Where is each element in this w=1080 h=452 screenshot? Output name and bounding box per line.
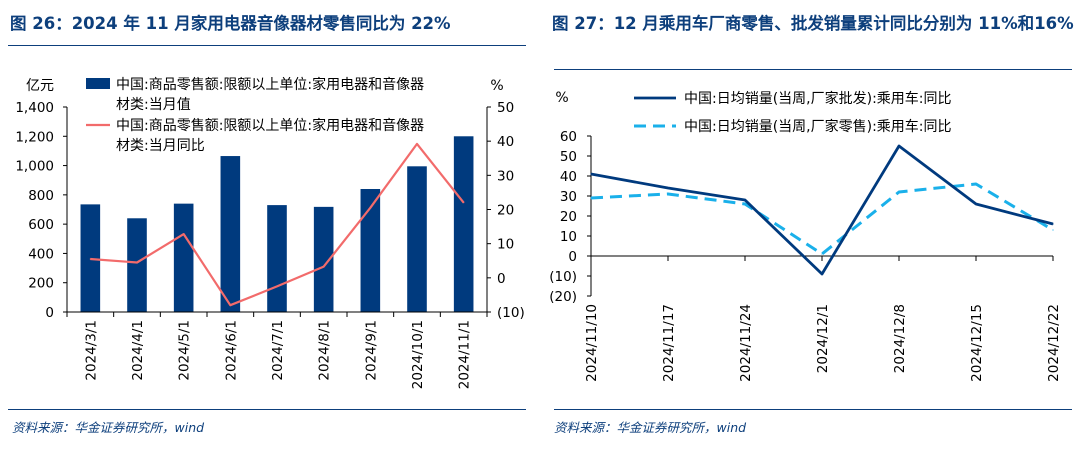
yoy-point [463,202,465,204]
legend-bar-label: 材类:当月值 [116,97,191,113]
x-tick-label: 2024/6/1 [223,320,239,381]
left-y-tick-label: 1,200 [15,129,54,145]
x-tick-label: 2024/12/1 [815,304,831,373]
bar [407,166,427,312]
left-y-tick-label: 1,400 [15,100,54,116]
yoy-point [323,265,325,268]
right-panel: 图 27：12 月乘用车厂商零售、批发销量累计同比分别为 11%和16% % (2… [546,0,1080,452]
right-source: 资料来源：华金证券研究所，wind [554,420,747,435]
yoy-point [369,207,371,209]
y-tick-label: 50 [560,149,577,165]
retail-point [667,193,669,195]
left-y-tick-label: 0 [45,305,54,321]
right-y-tick-label: 10 [497,237,514,253]
y-tick-label: 20 [560,209,577,225]
left-panel: 图 26：2024 年 11 月家用电器音像器材零售同比为 22% 亿元% 0 20… [0,0,535,452]
y-unit: % [555,90,568,106]
x-tick-label: 2024/11/10 [584,304,600,382]
right-y-unit: % [490,78,503,94]
right-y-tick-label: 0 [497,271,506,287]
bar [453,136,474,312]
left-y-tick-label: 200 [28,276,54,292]
right-y-tick-label: 40 [497,134,514,150]
legend-retail-label: 中国:日均销量(当周,厂家零售):乘用车:同比 [684,118,952,135]
bar [80,204,101,312]
x-tick-label: 2024/5/1 [177,320,193,381]
right-y-tick-label: 50 [497,100,514,116]
wholesale-point [975,203,977,205]
x-tick-label: 2024/12/22 [1046,304,1062,382]
legend-line-label: 中国:商品零售额:限额以上单位:家用电器和音像器 [116,117,424,134]
x-tick-label: 2024/8/1 [317,320,333,381]
x-tick-label: 2024/12/15 [969,304,985,382]
x-tick-label: 2024/3/1 [83,320,99,381]
bar [173,203,194,312]
left-chart: 亿元 % 0 200 400 600 800 1,000 1,200 1,400 (10) 0 10 20… [15,76,525,389]
bar [220,156,241,312]
left-y-unit: 亿元 [26,78,54,94]
y-tick-label: 30 [560,189,577,205]
right-top-rule [554,69,1072,70]
left-y-tick-label: 1,000 [15,159,54,175]
left-y-tick-label: 800 [28,188,54,204]
x-tick-label: 2024/11/24 [738,304,754,382]
left-y-tick-label: 400 [28,246,54,262]
x-tick-label: 2024/11/1 [457,320,473,389]
yoy-point [229,304,231,306]
wholesale-point [821,273,823,275]
yoy-point [183,233,185,235]
wholesale-point [1052,223,1054,225]
right-chart: % (20) (10) 0 10 20 30 40 50 60 2024/11/10 2024/11/… [549,90,1062,382]
bar [127,218,147,312]
x-tick-label: 2024/7/1 [270,320,286,381]
bar [313,206,334,312]
legend-bar-label: 中国:商品零售额:限额以上单位:家用电器和音像器 [116,76,424,93]
right-y-tick-label: (10) [497,305,525,321]
wholesale-line [590,144,1054,276]
retail-point [821,253,823,255]
x-tick-label: 2024/10/1 [410,320,426,389]
left-y-tick-label: 600 [28,217,54,233]
x-tick-label: 2024/4/1 [130,320,146,381]
retail-point [975,183,977,185]
yoy-point [276,285,278,287]
y-tick-label: 60 [560,129,577,145]
yoy-point [136,261,138,264]
y-tick-label: (10) [549,269,577,285]
retail-point [898,191,900,193]
bar [267,205,287,312]
legend-line-label: 材类:当月同比 [116,138,205,154]
legend-wholesale-label: 中国:日均销量(当周,厂家批发):乘用车:同比 [684,90,952,107]
x-tick-label: 2024/9/1 [363,320,379,381]
x-tick-label: 2024/12/8 [892,304,908,373]
y-tick-label: 0 [568,249,577,265]
left-bottom-rule [8,409,526,410]
retail-line [590,182,1054,256]
x-tick-label: 2024/11/17 [661,304,677,382]
left-chart-title: 图 26：2024 年 11 月家用电器音像器材零售同比为 22% [10,14,451,33]
retail-point [590,197,592,199]
right-y-tick-label: 30 [497,168,514,184]
wholesale-point [898,145,900,147]
wholesale-point [744,199,746,201]
y-tick-label: (20) [549,289,577,305]
right-bottom-rule [554,409,1072,410]
wholesale-point [590,173,592,175]
retail-point [1052,229,1054,231]
y-tick-label: 40 [560,169,577,185]
y-tick-label: 10 [560,229,577,245]
right-chart-title: 图 27：12 月乘用车厂商零售、批发销量累计同比分别为 11%和16% [552,14,1074,33]
legend-bar-swatch [86,78,110,89]
yoy-point [89,258,91,260]
left-source: 资料来源：华金证券研究所，wind [12,420,205,435]
left-top-rule [8,45,526,46]
retail-point [744,203,746,205]
wholesale-point [667,187,669,189]
right-y-tick-label: 20 [497,203,514,219]
bar [360,189,381,312]
yoy-point [416,143,418,145]
